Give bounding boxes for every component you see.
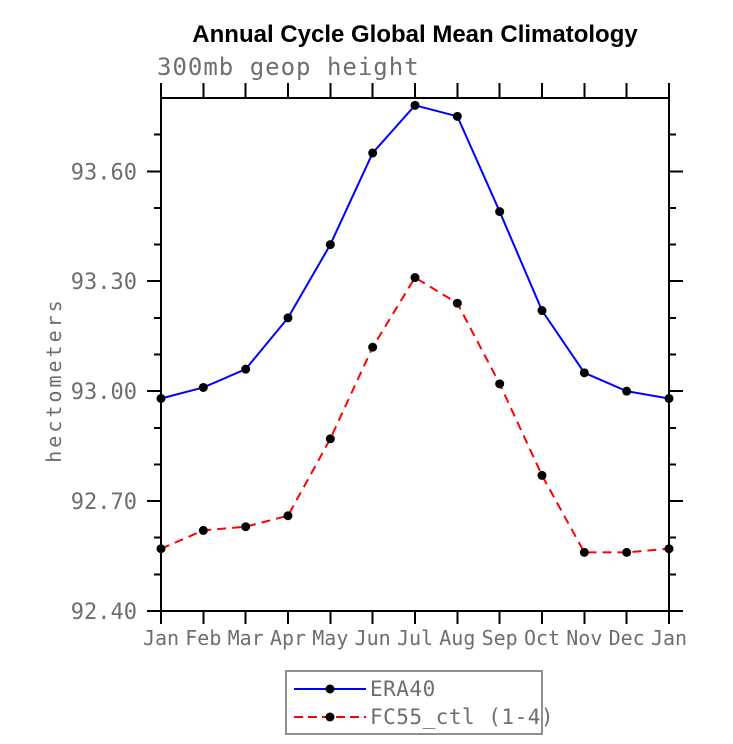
data-point-marker bbox=[452, 298, 462, 308]
legend-label-era40: ERA40 bbox=[370, 677, 436, 701]
fc55-line-marker-icon bbox=[294, 712, 366, 722]
data-point-marker bbox=[622, 386, 632, 396]
x-tick-label: Mar bbox=[228, 626, 264, 650]
data-point-marker bbox=[452, 111, 462, 121]
data-point-marker bbox=[156, 544, 166, 554]
series-line-fc55-ctl-1-4 bbox=[160, 276, 670, 554]
x-tick-label: Dec bbox=[609, 626, 645, 650]
x-tick-label: May bbox=[312, 626, 348, 650]
data-point-marker bbox=[579, 368, 589, 378]
data-point-marker bbox=[283, 511, 293, 521]
legend-entry-fc55: FC55_ctl (1-4) bbox=[292, 703, 554, 731]
data-point-marker bbox=[664, 393, 674, 403]
data-point-marker bbox=[198, 382, 208, 392]
data-point-marker bbox=[241, 364, 251, 374]
x-tick-label: Jul bbox=[397, 626, 433, 650]
x-tick-label: Apr bbox=[270, 626, 306, 650]
x-tick-label: Jan bbox=[143, 626, 179, 650]
x-tick-label: Feb bbox=[185, 626, 221, 650]
legend: ERA40 FC55_ctl (1-4) bbox=[285, 670, 554, 735]
series-line-era40 bbox=[160, 104, 670, 400]
chart-title: Annual Cycle Global Mean Climatology bbox=[192, 21, 638, 48]
legend-label-fc55: FC55_ctl (1-4) bbox=[370, 705, 555, 729]
data-point-marker bbox=[368, 148, 378, 158]
data-point-marker bbox=[325, 434, 335, 444]
legend-entry-era40: ERA40 bbox=[292, 675, 541, 703]
x-tick-label: Sep bbox=[482, 626, 518, 650]
data-point-marker bbox=[198, 525, 208, 535]
data-point-marker bbox=[622, 547, 632, 557]
y-tick-label: 93.60 bbox=[71, 160, 137, 185]
data-point-marker bbox=[156, 393, 166, 403]
data-point-marker bbox=[368, 342, 378, 352]
data-point-marker bbox=[283, 313, 293, 323]
data-point-marker bbox=[537, 470, 547, 480]
y-tick-label: 93.00 bbox=[71, 380, 137, 405]
y-tick-label: 93.30 bbox=[71, 270, 137, 295]
y-tick-label: 92.70 bbox=[71, 490, 137, 515]
x-tick-label: Jan bbox=[651, 626, 687, 650]
data-point-marker bbox=[325, 240, 335, 250]
data-point-marker bbox=[664, 544, 674, 554]
data-point-marker bbox=[495, 207, 505, 217]
plot-frame bbox=[160, 97, 670, 612]
x-tick-label: Oct bbox=[524, 626, 560, 650]
data-point-marker bbox=[241, 522, 251, 532]
data-point-marker bbox=[495, 379, 505, 389]
chart-subtitle: 300mb geop height bbox=[157, 53, 420, 81]
data-point-marker bbox=[410, 273, 420, 283]
data-point-marker bbox=[537, 306, 547, 316]
data-point-marker bbox=[579, 547, 589, 557]
y-tick-label: 92.40 bbox=[71, 600, 137, 625]
x-tick-label: Nov bbox=[566, 626, 602, 650]
x-tick-label: Aug bbox=[439, 626, 475, 650]
era40-line-marker-icon bbox=[294, 684, 366, 694]
data-point-marker bbox=[410, 100, 420, 110]
x-tick-label: Jun bbox=[355, 626, 391, 650]
